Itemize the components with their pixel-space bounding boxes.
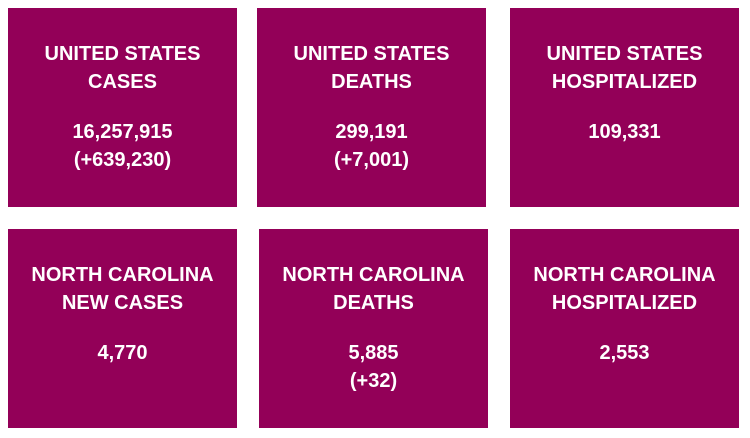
- tile-title: DEATHS: [331, 71, 412, 93]
- tile-change: (+32): [349, 370, 398, 392]
- stat-tile: NORTH CAROLINA DEATHS 5,885 (+32): [259, 229, 488, 428]
- tile-title: UNITED STATES: [293, 43, 450, 65]
- tile-title: NORTH CAROLINA: [31, 264, 214, 286]
- stat-tile: UNITED STATES HOSPITALIZED 109,331: [510, 8, 739, 207]
- tile-value: 16,257,915: [72, 121, 173, 143]
- tile-value: 109,331: [588, 121, 661, 143]
- stat-tile: NORTH CAROLINA HOSPITALIZED 2,553: [510, 229, 739, 428]
- tile-value: 2,553: [599, 342, 650, 364]
- tile-title: CASES: [88, 71, 157, 93]
- tile-title: NORTH CAROLINA: [282, 264, 465, 286]
- tile-title: HOSPITALIZED: [551, 292, 698, 314]
- tile-title: DEATHS: [333, 292, 414, 314]
- tile-value: 4,770: [97, 342, 148, 364]
- stat-tile: UNITED STATES DEATHS 299,191 (+7,001): [257, 8, 486, 207]
- tile-title: NEW CASES: [61, 292, 184, 314]
- stat-tile: UNITED STATES CASES 16,257,915 (+639,230): [8, 8, 237, 207]
- tile-change: (+7,001): [333, 149, 410, 171]
- tile-title: UNITED STATES: [546, 43, 703, 65]
- tile-title: UNITED STATES: [44, 43, 201, 65]
- tile-title: HOSPITALIZED: [551, 71, 698, 93]
- tile-value: 299,191: [335, 121, 408, 143]
- stat-tile: NORTH CAROLINA NEW CASES 4,770: [8, 229, 237, 428]
- tile-change: (+639,230): [73, 149, 172, 171]
- tile-value: 5,885: [348, 342, 399, 364]
- tile-title: NORTH CAROLINA: [533, 264, 716, 286]
